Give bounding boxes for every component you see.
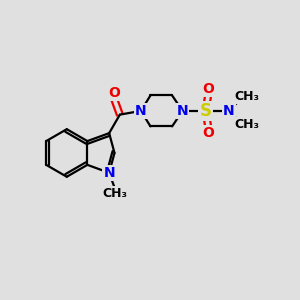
Text: CH₃: CH₃ xyxy=(235,91,260,103)
Text: O: O xyxy=(202,126,214,140)
Text: N: N xyxy=(103,166,115,180)
Text: N: N xyxy=(223,104,235,118)
Text: S: S xyxy=(200,102,212,120)
Text: N: N xyxy=(177,104,188,118)
Text: O: O xyxy=(202,82,214,96)
Text: O: O xyxy=(108,85,120,100)
Text: N: N xyxy=(135,104,147,118)
Text: CH₃: CH₃ xyxy=(102,187,127,200)
Text: CH₃: CH₃ xyxy=(235,118,260,131)
